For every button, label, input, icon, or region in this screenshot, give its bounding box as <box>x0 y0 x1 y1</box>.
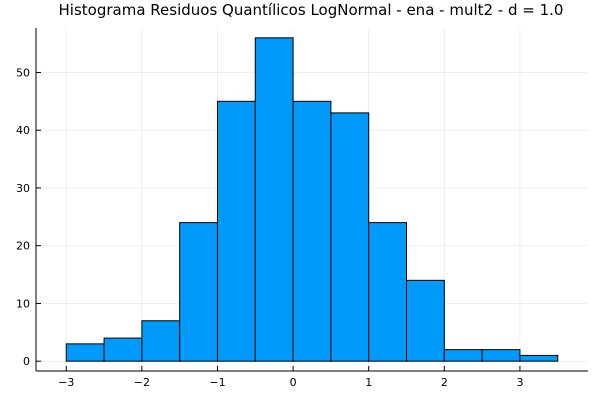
histogram-bar <box>369 223 407 362</box>
x-tick-label: −3 <box>58 376 74 389</box>
histogram-bar <box>180 223 218 362</box>
x-tick-label: 0 <box>290 376 297 389</box>
chart-title: Histograma Residuos Quantílicos LogNorma… <box>59 1 564 19</box>
y-tick-label: 10 <box>16 297 30 310</box>
y-tick-label: 20 <box>16 240 30 253</box>
histogram-bar <box>444 350 482 362</box>
histogram-bar <box>66 344 104 361</box>
histogram-bar <box>293 101 331 361</box>
bars <box>66 38 558 361</box>
y-tick-label: 30 <box>16 182 30 195</box>
histogram-bar <box>331 113 369 361</box>
y-axis-ticks: 0 10 20 30 40 50 <box>16 66 41 368</box>
y-tick-label: 0 <box>23 355 30 368</box>
histogram-bar <box>142 321 180 361</box>
x-axis-ticks: −3 −2 −1 0 1 2 3 <box>58 366 523 389</box>
x-tick-label: 1 <box>365 376 372 389</box>
histogram-bar <box>482 350 520 362</box>
y-tick-label: 50 <box>16 66 30 79</box>
x-tick-label: 3 <box>516 376 523 389</box>
histogram-bar <box>104 338 142 361</box>
histogram-bar <box>407 280 445 361</box>
x-tick-label: −2 <box>134 376 150 389</box>
x-tick-label: 2 <box>441 376 448 389</box>
histogram-bar <box>520 355 558 361</box>
y-tick-label: 40 <box>16 124 30 137</box>
x-tick-label: −1 <box>209 376 225 389</box>
histogram-bar <box>217 101 255 361</box>
histogram-bar <box>255 38 293 361</box>
